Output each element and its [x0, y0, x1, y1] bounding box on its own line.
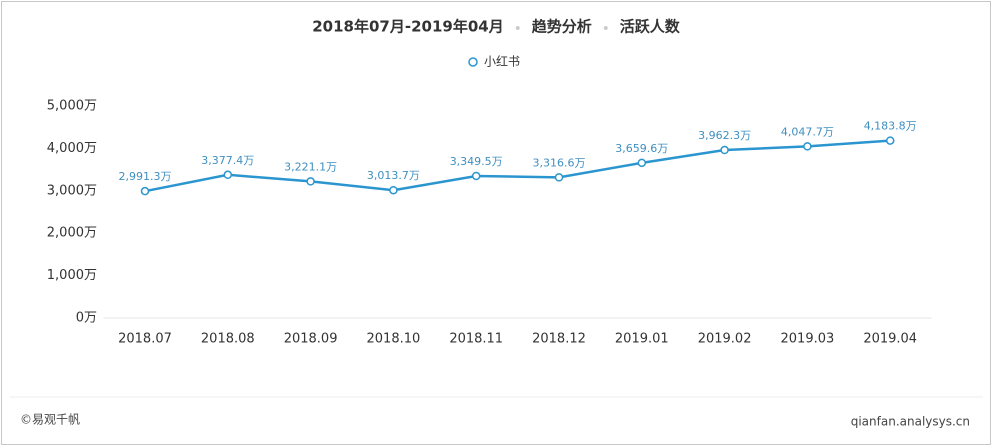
- point: [803, 142, 812, 151]
- point: [637, 158, 647, 168]
- x-tick-label: 2018.11: [449, 332, 503, 347]
- footer-right: qianfan.analysys.cn: [851, 415, 970, 429]
- x-tick-label: 2018.08: [201, 332, 255, 347]
- y-tick-label: 4,000万: [47, 141, 97, 156]
- point: [223, 170, 233, 180]
- y-tick-label: 2,000万: [47, 226, 97, 241]
- y-tick-label: 5,000万: [47, 99, 97, 114]
- x-tick-label: 2019.04: [863, 332, 917, 347]
- point: [720, 145, 729, 155]
- x-tick-label: 2019.01: [615, 332, 669, 347]
- value-label: 3,377.4万: [201, 154, 254, 167]
- x-tick-label: 2019.02: [698, 332, 752, 347]
- value-label: 2,991.3万: [119, 170, 172, 183]
- value-label: 4,047.7万: [781, 125, 834, 138]
- point: [885, 136, 895, 145]
- value-label: 3,221.1万: [284, 160, 337, 173]
- y-tick-label: 3,000万: [47, 183, 97, 198]
- x-tick-label: 2018.10: [367, 332, 421, 347]
- value-label: 3,659.6万: [615, 142, 668, 155]
- legend-marker: [468, 57, 478, 67]
- point: [471, 171, 481, 181]
- title-separator: [603, 26, 608, 30]
- point: [140, 186, 150, 196]
- legend-label: 小红书: [484, 54, 520, 69]
- chart-title: 趋势分析: [532, 18, 592, 36]
- footer-left: ©易观千帆: [20, 412, 80, 427]
- value-label: 3,349.5万: [450, 155, 503, 168]
- title-separator: [515, 26, 520, 30]
- x-tick-label: 2018.09: [284, 332, 338, 347]
- point: [306, 177, 315, 186]
- x-tick-label: 2019.03: [781, 332, 835, 347]
- x-tick-label: 2018.07: [118, 332, 172, 347]
- chart-title: 活跃人数: [620, 18, 681, 36]
- y-tick-label: 0万: [76, 311, 97, 326]
- value-label: 3,316.6万: [533, 156, 586, 169]
- chart-title: 2018年07月-2019年04月: [312, 18, 503, 36]
- x-tick-label: 2018.12: [532, 332, 586, 347]
- value-label: 3,962.3万: [698, 129, 751, 142]
- point: [554, 173, 564, 182]
- value-label: 4,183.8万: [864, 120, 917, 133]
- line: [144, 139, 891, 193]
- value-label: 3,013.7万: [367, 169, 420, 182]
- point: [389, 185, 398, 195]
- y-tick-label: 1,000万: [47, 268, 97, 283]
